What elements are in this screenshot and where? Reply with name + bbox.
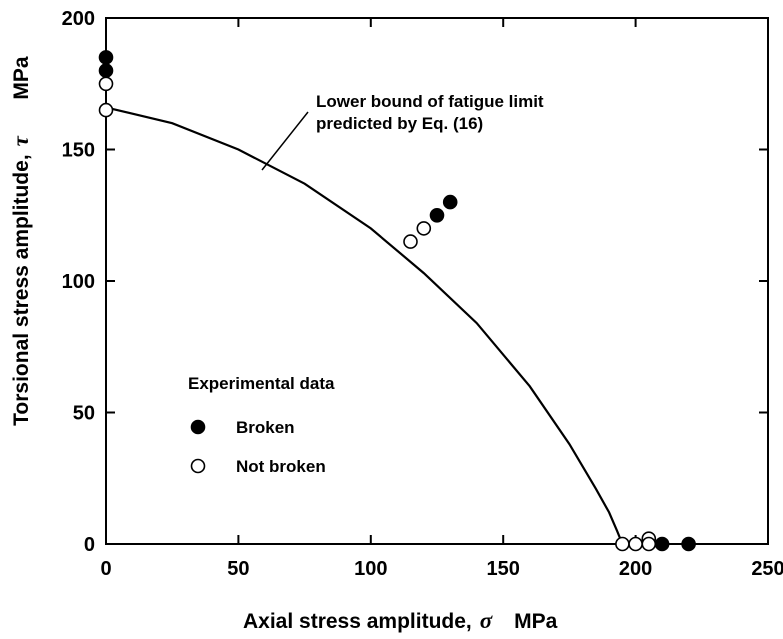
broken-point <box>98 50 114 65</box>
not-broken-point <box>98 76 114 92</box>
y-tick-label: 50 <box>73 403 95 425</box>
legend-marker-not-broken <box>190 458 206 474</box>
legend: Experimental data Broken Not broken <box>188 374 335 476</box>
x-axis-title-text: Axial stress amplitude, <box>243 610 472 633</box>
y-axis-symbol: τ <box>8 135 33 146</box>
annotation-line-1: Lower bound of fatigue limit <box>316 92 544 111</box>
y-tick-label: 200 <box>62 8 95 30</box>
legend-title: Experimental data <box>188 374 335 393</box>
annotation-line-2: predicted by Eq. (16) <box>316 114 483 133</box>
annotation-leader-line <box>261 111 309 171</box>
not-broken-point <box>628 536 643 552</box>
not-broken-point <box>641 536 657 552</box>
x-tick-label: 200 <box>619 558 652 580</box>
legend-marker-broken <box>190 419 206 435</box>
x-tick-label: 100 <box>354 558 387 580</box>
y-tick-label: 0 <box>84 534 95 556</box>
y-tick-label: 150 <box>62 140 95 162</box>
x-axis-title: Axial stress amplitude, σ MPa <box>243 608 558 633</box>
x-tick-label: 50 <box>227 558 249 580</box>
broken-point <box>442 194 458 210</box>
x-axis-unit: MPa <box>514 610 558 633</box>
x-tick-label: 150 <box>487 558 520 580</box>
axis-tick-labels: 0 50 100 150 200 250 0 50 100 150 200 <box>62 8 783 580</box>
y-axis-unit: MPa <box>10 56 33 100</box>
x-tick-label: 0 <box>100 558 111 580</box>
x-tick-label: 250 <box>751 558 783 580</box>
broken-point <box>681 536 696 552</box>
y-tick-label: 100 <box>62 271 95 293</box>
broken-point <box>654 536 670 552</box>
not-broken-point <box>416 221 432 236</box>
broken-point <box>98 63 114 78</box>
fatigue-limit-curve <box>105 106 624 545</box>
data-points <box>98 50 696 552</box>
legend-label-not-broken: Not broken <box>236 457 326 476</box>
axis-ticks <box>105 17 769 545</box>
x-axis-symbol: σ <box>480 608 493 633</box>
y-axis-title-text: Torsional stress amplitude, <box>10 154 33 426</box>
not-broken-point <box>403 234 418 249</box>
y-axis-title: Torsional stress amplitude, τ <box>8 135 33 426</box>
legend-label-broken: Broken <box>236 418 295 437</box>
broken-point <box>429 208 445 223</box>
not-broken-point <box>98 102 114 118</box>
not-broken-point <box>615 536 630 552</box>
